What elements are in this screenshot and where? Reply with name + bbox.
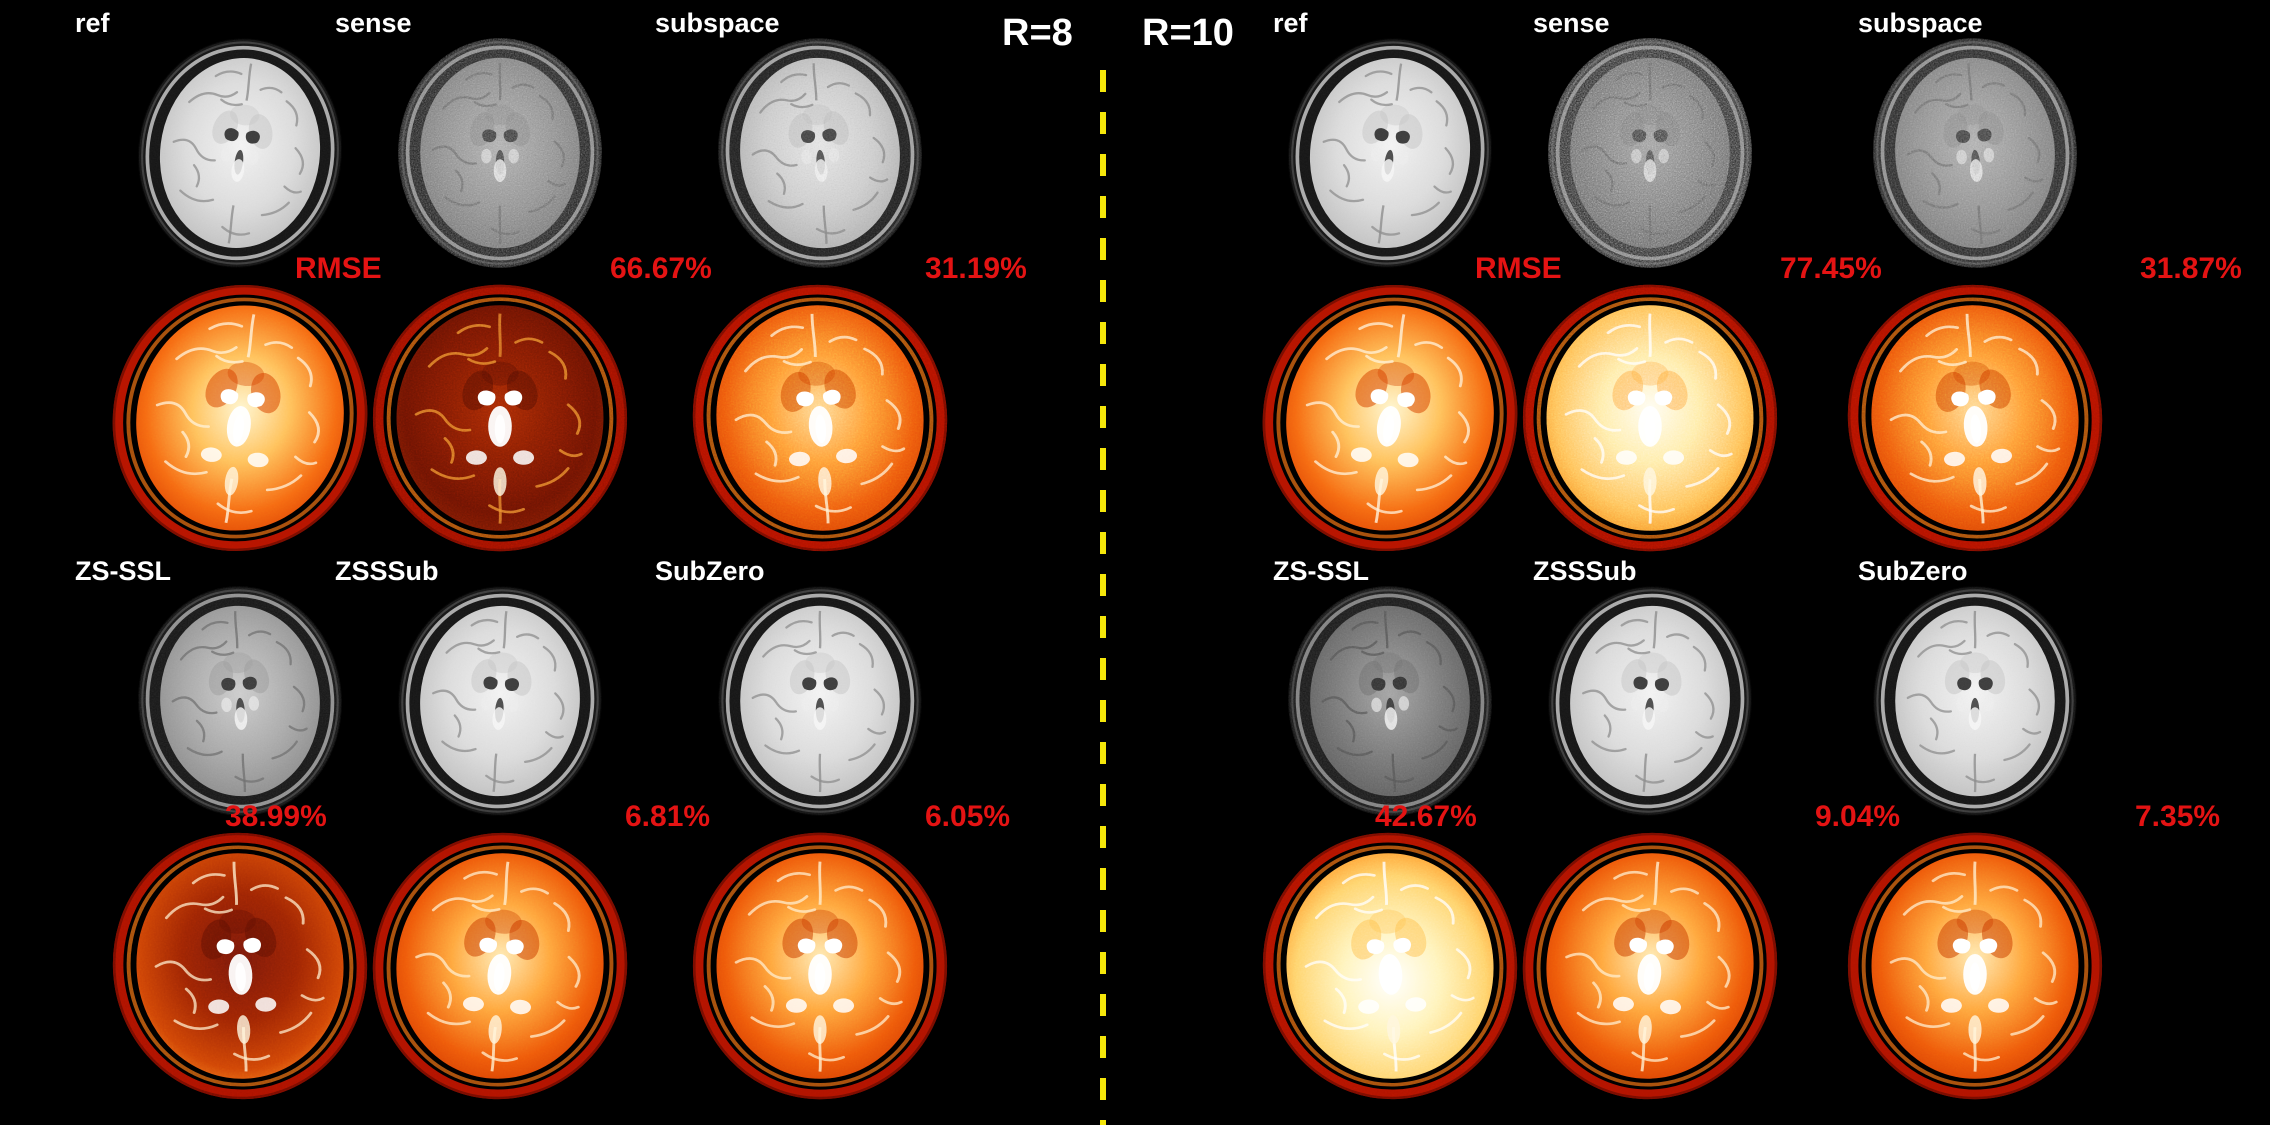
method-label: ref — [75, 8, 110, 38]
rmse-value: 77.45% — [1780, 252, 1882, 285]
method-label: ZS-SSL — [1273, 556, 1370, 586]
error-map-image — [1519, 280, 1781, 556]
panel-r8-sense: sense — [335, 8, 712, 568]
method-label: ZS-SSL — [75, 556, 172, 586]
mri-grayscale-image — [1540, 579, 1760, 823]
method-label: ZSSSub — [1533, 556, 1637, 586]
mri-grayscale-image — [132, 581, 348, 821]
panel-r10-subzero: SubZero — [1847, 556, 2220, 1116]
panel-r10-zsssub: ZSSSub — [1513, 556, 1900, 1116]
acceleration-label-r8: R=8 — [1002, 12, 1073, 54]
panel-r10-ref: ref — [1246, 8, 1562, 568]
mri-grayscale-image — [1274, 26, 1506, 280]
rmse-value: 66.67% — [610, 252, 712, 285]
mri-grayscale-image — [1545, 34, 1755, 272]
rmse-value: 31.87% — [2140, 252, 2242, 285]
method-label: ZSSSub — [335, 556, 439, 586]
mri-grayscale-image — [395, 34, 605, 272]
panel-r10-zsssl: ZS-SSL — [1255, 556, 1525, 1116]
error-map-image — [105, 826, 375, 1106]
error-map-image — [1513, 825, 1787, 1107]
error-map-image — [689, 828, 951, 1104]
error-map-image — [369, 280, 631, 556]
error-map-image — [1844, 828, 2106, 1104]
panel-r8-zsssl: ZS-SSL — [75, 556, 375, 1116]
panel-r10-subspace: subspace — [1838, 8, 2242, 568]
mri-grayscale-image — [1870, 582, 2080, 820]
error-map-image — [683, 277, 957, 559]
mri-grayscale-image — [710, 31, 930, 275]
rmse-value: 6.81% — [625, 800, 711, 833]
mri-grayscale-image — [390, 579, 610, 823]
rmse-value: 38.99% — [225, 800, 327, 833]
panel-r8-subspace: subspace — [655, 8, 1027, 568]
panel-r8-zsssub: ZSSSub — [335, 556, 710, 1116]
error-map-image — [1246, 271, 1534, 565]
method-label: subspace — [1858, 8, 1983, 38]
rmse-title: RMSE — [1475, 252, 1562, 285]
method-label: sense — [1533, 8, 1610, 38]
rmse-title: RMSE — [295, 252, 382, 285]
acceleration-label-r10: R=10 — [1142, 12, 1234, 54]
method-label: sense — [335, 8, 412, 38]
mri-grayscale-image — [1865, 31, 2085, 275]
rmse-value: 42.67% — [1375, 800, 1477, 833]
mri-grayscale-image — [124, 26, 356, 280]
error-map-image — [1838, 277, 2112, 559]
section-divider-dashed-line — [1100, 70, 1106, 1125]
panel-r8-ref: ref — [75, 8, 384, 568]
method-label: SubZero — [1858, 556, 1968, 586]
panel-r8-subzero: SubZero — [655, 556, 1010, 1116]
error-map-image — [363, 825, 637, 1107]
panel-r10-sense: sense — [1522, 8, 1882, 568]
rmse-value: 6.05% — [925, 800, 1011, 833]
method-label: subspace — [655, 8, 780, 38]
error-map-image — [1255, 826, 1525, 1106]
rmse-value: 9.04% — [1815, 800, 1901, 833]
mri-grayscale-image — [715, 582, 925, 820]
method-label: SubZero — [655, 556, 765, 586]
rmse-value: 7.35% — [2135, 800, 2221, 833]
rmse-value: 31.19% — [925, 252, 1027, 285]
method-label: ref — [1273, 8, 1308, 38]
mri-grayscale-image — [1282, 581, 1498, 821]
error-map-image — [96, 271, 384, 565]
